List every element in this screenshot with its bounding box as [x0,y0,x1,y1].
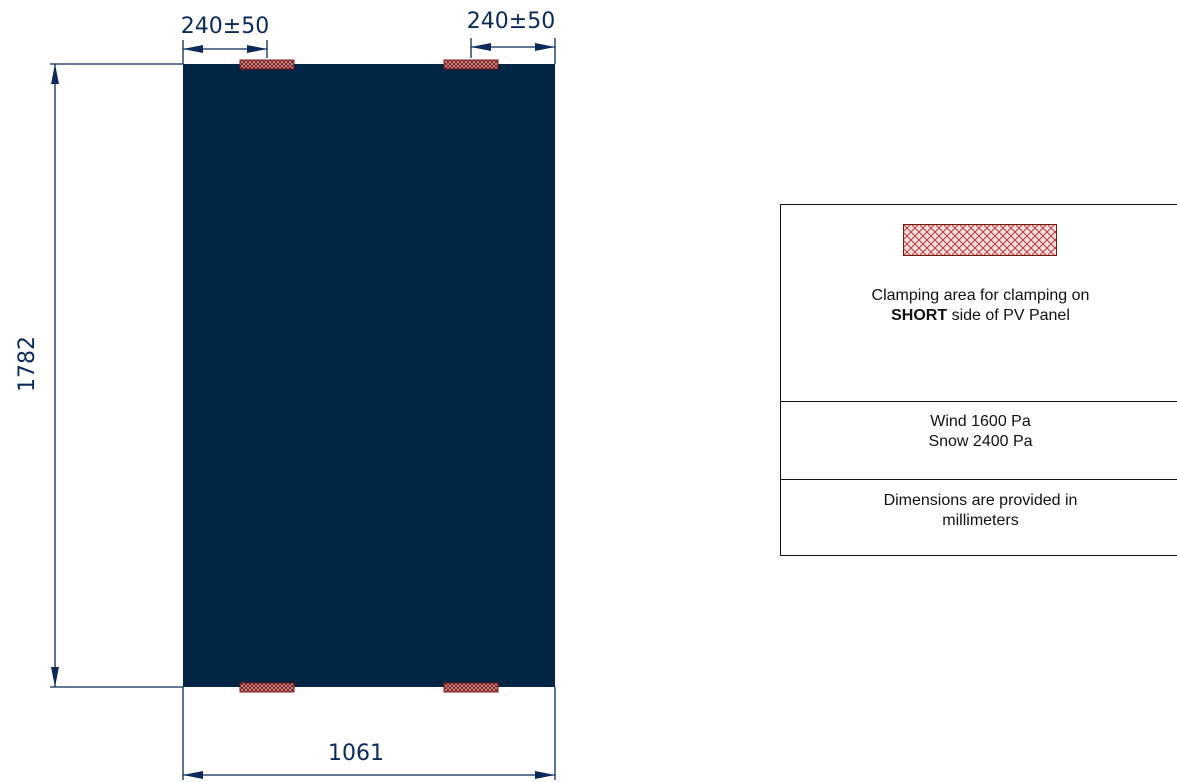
wind-load: Wind 1600 Pa [930,413,1031,430]
legend-units-section: Dimensions are provided in millimeters [781,479,1177,557]
clamping-line-1: Clamping area for clamping on [871,287,1090,304]
legend-table: Clamping area for clamping on SHORT side… [780,204,1177,556]
units-line-1: Dimensions are provided in [883,492,1078,509]
legend-clamping-section: Clamping area for clamping on SHORT side… [781,205,1177,401]
top-left-offset-label: 240±50 [181,14,269,39]
units-line-2: millimeters [942,512,1019,529]
legend-loads-section: Wind 1600 Pa Snow 2400 Pa [781,401,1177,479]
snow-load: Snow 2400 Pa [928,433,1033,450]
clamp-area-top-right [443,59,499,70]
pv-panel [183,64,555,687]
top-left-offset-dimension [182,40,268,64]
top-right-offset-dimension [470,38,556,64]
clamping-line-2: SHORT side of PV Panel [781,306,1177,326]
clamping-description: Clamping area for clamping on SHORT side… [781,286,1177,326]
clamping-line-2-rest: side of PV Panel [947,307,1070,324]
clamp-area-top-left [239,59,295,70]
height-label: 1782 [15,336,40,392]
width-dimension [182,687,556,780]
clamp-area-bottom-right [443,682,499,693]
width-label: 1061 [328,741,384,766]
top-right-offset-label: 240±50 [467,9,555,34]
clamping-area-swatch [903,224,1057,256]
height-dimension [50,63,183,688]
clamp-area-bottom-left [239,682,295,693]
clamping-short-word: SHORT [891,307,948,324]
